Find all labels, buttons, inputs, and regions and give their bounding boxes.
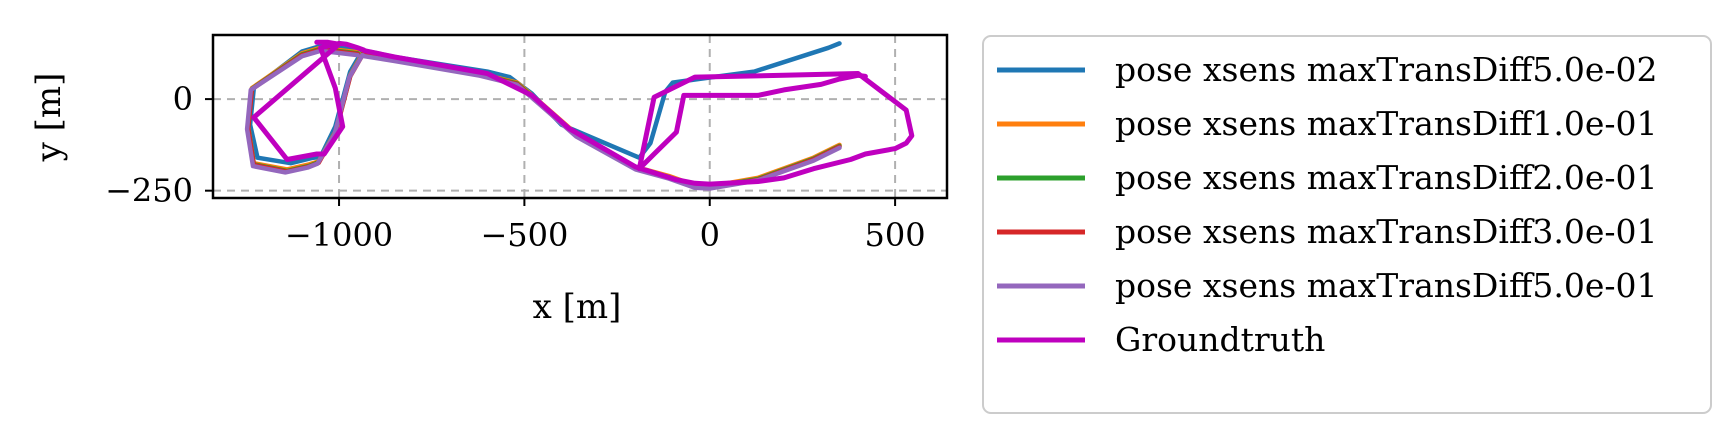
legend-label-1: pose xsens maxTransDiff5.0e-02 [1115, 50, 1658, 89]
series-layer [244, 39, 915, 191]
x-tick-label: 0 [700, 216, 720, 254]
x-tick-label: −500 [480, 216, 568, 254]
legend-label-5: pose xsens maxTransDiff5.0e-01 [1115, 266, 1658, 305]
series-line-6 [251, 39, 915, 187]
y-tick-label: 0 [173, 80, 193, 118]
axes-layer: −1000 −500 0 500 −250 0 [105, 33, 949, 254]
y-tick-label: −250 [105, 172, 193, 210]
legend-frame [982, 35, 1712, 414]
legend-label-6: Groundtruth [1115, 320, 1325, 359]
legend-label-3: pose xsens maxTransDiff2.0e-01 [1115, 158, 1658, 197]
x-axis-label: x [m] [533, 287, 622, 327]
legend-label-2: pose xsens maxTransDiff1.0e-01 [1115, 104, 1658, 143]
legend-label-4: pose xsens maxTransDiff3.0e-01 [1115, 212, 1658, 251]
x-tick-label: 500 [865, 216, 926, 254]
grid-layer [213, 35, 947, 198]
series-line-5 [244, 48, 842, 191]
y-axis-label: y [m] [29, 73, 69, 163]
plot-frame [211, 33, 949, 200]
legend: pose xsens maxTransDiff5.0e-02 pose xsens… [982, 35, 1712, 414]
x-tick-label: −1000 [285, 216, 393, 254]
